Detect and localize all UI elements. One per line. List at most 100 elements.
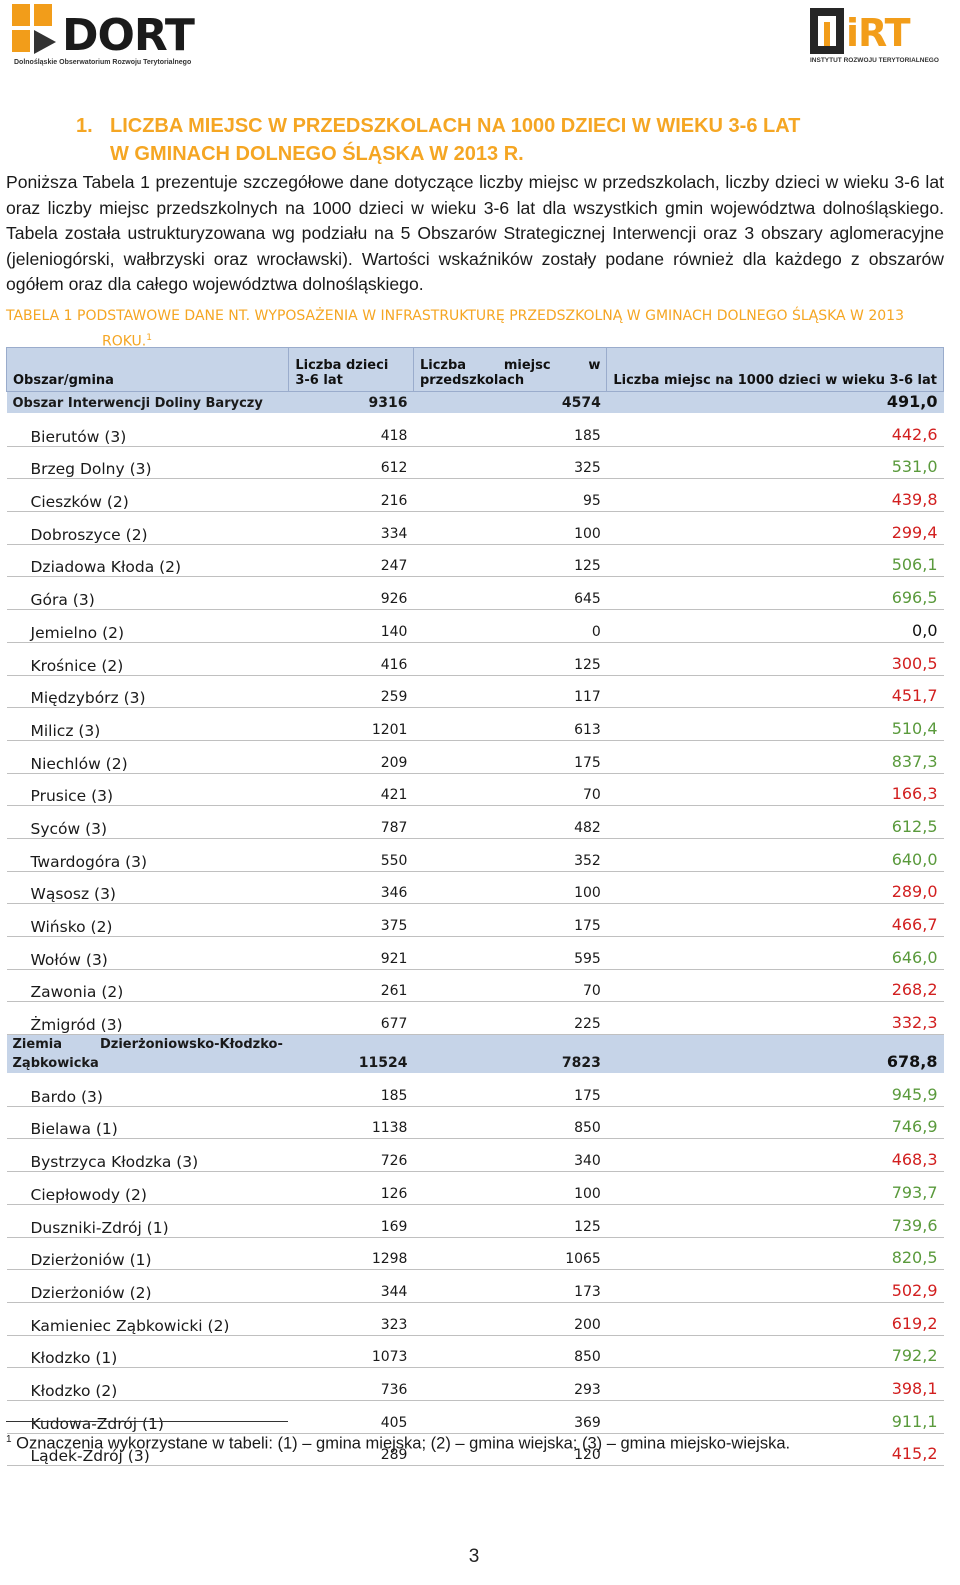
area-name: Dziadowa Kłoda (2) xyxy=(6,544,289,578)
children-count: 921 xyxy=(288,936,414,970)
places-count: 1065 xyxy=(413,1237,607,1271)
header-children: Liczba dzieci 3-6 lat xyxy=(288,347,414,392)
table-row: Ciepłowody (2) 126 100 793,7 xyxy=(6,1171,944,1205)
children-count: 1138 xyxy=(288,1106,414,1140)
children-count: 418 xyxy=(288,413,414,447)
children-count: 405 xyxy=(288,1400,414,1434)
ratio-value: 442,6 xyxy=(606,413,944,447)
ratio-value: 911,1 xyxy=(606,1400,944,1434)
table-row: Bardo (3) 185 175 945,9 xyxy=(6,1073,944,1107)
area-name: Milicz (3) xyxy=(6,707,289,741)
children-count: 323 xyxy=(288,1302,414,1336)
ratio-value: 612,5 xyxy=(606,805,944,839)
area-name: Twardogóra (3) xyxy=(6,838,289,872)
table-row: Brzeg Dolny (3) 612 325 531,0 xyxy=(6,446,944,480)
table-row: Kłodzko (1) 1073 850 792,2 xyxy=(6,1335,944,1369)
ratio-value: 619,2 xyxy=(606,1302,944,1336)
table-row: Niechlów (2) 209 175 837,3 xyxy=(6,740,944,774)
area-name: Cieszków (2) xyxy=(6,478,289,513)
children-count: 289 xyxy=(288,1433,414,1467)
table-row: Wąsosz (3) 346 100 289,0 xyxy=(6,871,944,905)
ratio-value: 466,7 xyxy=(606,903,944,937)
table-row: Kłodzko (2) 736 293 398,1 xyxy=(6,1367,944,1401)
area-name: Wąsosz (3) xyxy=(6,871,289,905)
children-count: 612 xyxy=(288,446,414,480)
area-name: Prusice (3) xyxy=(6,773,289,807)
table-row: Dzierżoniów (1) 1298 1065 820,5 xyxy=(6,1237,944,1271)
ratio-value: 300,5 xyxy=(606,642,944,676)
ratio-value: 468,3 xyxy=(606,1138,944,1173)
area-name: Lądek-Zdrój (3) xyxy=(6,1433,289,1467)
header-area: Obszar/gmina xyxy=(5,347,290,392)
table-row: Dobroszyce (2) 334 100 299,4 xyxy=(6,511,944,545)
dort-logo: DORT Dolnośląskie Obserwatorium Rozwoju … xyxy=(12,4,212,70)
children-count: 416 xyxy=(288,642,414,676)
children-count: 677 xyxy=(288,1001,414,1036)
table-row: Jemielno (2) 140 0 0,0 xyxy=(6,609,944,643)
ratio-value: 793,7 xyxy=(606,1171,944,1205)
area-name: Dzierżoniów (2) xyxy=(6,1269,289,1303)
table-row: Wołów (3) 921 595 646,0 xyxy=(6,936,944,970)
places-count: 175 xyxy=(413,1073,607,1107)
irt-logo: iRT INSTYTUT ROZWOJU TERYTORIALNEGO xyxy=(810,4,950,68)
area-name: Żmigród (3) xyxy=(6,1001,289,1036)
area-name: Duszniki-Zdrój (1) xyxy=(6,1204,289,1238)
region-row: Obszar Interwencji Doliny Baryczy 9316 457… xyxy=(6,391,944,414)
children-count: 126 xyxy=(288,1171,414,1205)
table-header-row: Obszar/gmina Liczba dzieci 3-6 lat Liczb… xyxy=(5,347,944,392)
table-row: Kudowa-Zdrój (1) 405 369 911,1 xyxy=(6,1400,944,1434)
places-count: 850 xyxy=(413,1106,607,1140)
area-name: Wołów (3) xyxy=(6,936,289,970)
children-count: 726 xyxy=(288,1138,414,1173)
table-row: Góra (3) 926 645 696,5 xyxy=(6,576,944,611)
ratio-value: 696,5 xyxy=(606,576,944,611)
header-places: Liczba miejsc w przedszkolach xyxy=(412,347,608,392)
places-count: 613 xyxy=(413,707,607,741)
footnote-ref: 1 xyxy=(146,333,152,343)
children-count: 736 xyxy=(288,1367,414,1401)
places-count: 100 xyxy=(413,871,607,905)
places-count: 125 xyxy=(413,1204,607,1238)
area-name: Obszar Interwencji Doliny Baryczy xyxy=(6,391,289,414)
children-count: 346 xyxy=(288,871,414,905)
table-row: Lądek-Zdrój (3) 289 120 415,2 xyxy=(6,1433,944,1467)
table-row: Bystrzyca Kłodzka (3) 726 340 468,3 xyxy=(6,1138,944,1173)
data-table: Obszar/gmina Liczba dzieci 3-6 lat Liczb… xyxy=(5,347,944,1467)
children-count: 216 xyxy=(288,478,414,513)
places-count: 100 xyxy=(413,511,607,545)
ratio-value: 531,0 xyxy=(606,446,944,480)
ratio-value: 415,2 xyxy=(606,1433,944,1467)
area-name: Bierutów (3) xyxy=(6,413,289,447)
ratio-value: 678,8 xyxy=(606,1034,944,1075)
places-count: 325 xyxy=(413,446,607,480)
area-name: Brzeg Dolny (3) xyxy=(6,446,289,480)
table-caption: TABELA 1 PODSTAWOWE DANE NT. WYPOSAŻENIA… xyxy=(6,305,946,353)
area-name: Bardo (3) xyxy=(6,1073,289,1107)
children-count: 550 xyxy=(288,838,414,872)
table-caption-line2: ROKU. xyxy=(102,333,147,350)
places-count: 482 xyxy=(413,805,607,839)
table-row: Zawonia (2) 261 70 268,2 xyxy=(6,969,944,1003)
places-count: 225 xyxy=(413,1001,607,1036)
area-name: Syców (3) xyxy=(6,805,289,839)
area-name: Kłodzko (1) xyxy=(6,1335,289,1369)
footnote-separator xyxy=(6,1421,288,1422)
ratio-value: 506,1 xyxy=(606,544,944,578)
children-count: 375 xyxy=(288,903,414,937)
area-name: Dobroszyce (2) xyxy=(6,511,289,545)
places-count: 352 xyxy=(413,838,607,872)
ratio-value: 502,9 xyxy=(606,1269,944,1303)
places-count: 100 xyxy=(413,1171,607,1205)
ratio-value: 646,0 xyxy=(606,936,944,970)
places-count: 293 xyxy=(413,1367,607,1401)
children-count: 259 xyxy=(288,675,414,709)
area-name: Kamieniec Ząbkowicki (2) xyxy=(6,1302,289,1336)
area-name: Ciepłowody (2) xyxy=(6,1171,289,1205)
places-count: 125 xyxy=(413,544,607,578)
area-name: Bielawa (1) xyxy=(6,1106,289,1140)
ratio-value: 166,3 xyxy=(606,773,944,807)
places-count: 850 xyxy=(413,1335,607,1369)
table-row: Syców (3) 787 482 612,5 xyxy=(6,805,944,839)
area-name: Kłodzko (2) xyxy=(6,1367,289,1401)
places-count: 70 xyxy=(413,773,607,807)
